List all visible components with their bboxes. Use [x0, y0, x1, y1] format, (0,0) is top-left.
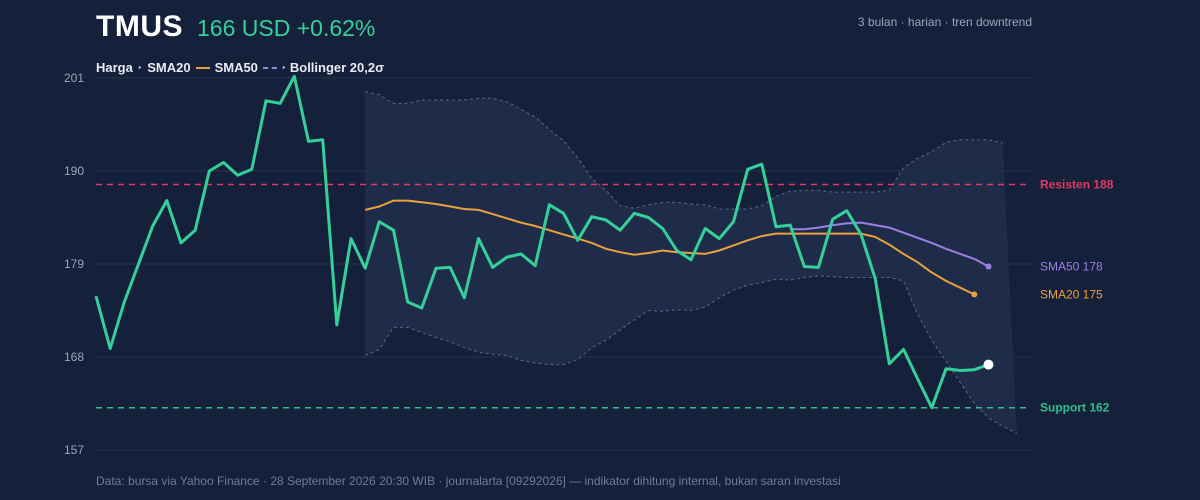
support-label: Support 162 [1040, 401, 1110, 415]
level-lines [96, 183, 1031, 409]
price-last-marker [983, 359, 994, 370]
chart-meta: 3 bulan · harian · tren downtrend [857, 15, 1032, 29]
bollinger-upper [365, 91, 1003, 210]
sma50-line [790, 221, 989, 268]
sma20-line [364, 199, 975, 296]
y-tick-label: 190 [64, 164, 84, 178]
legend-separator: · [137, 60, 143, 75]
legend-sma50: SMA50 [214, 60, 258, 75]
y-tick-label: 201 [64, 71, 84, 85]
chart-labels: Resisten 188 Support 162 SMA50 178 SMA20 17… [1040, 178, 1114, 415]
legend-sma50-swatch [262, 66, 277, 69]
bollinger-lower [365, 275, 1018, 434]
y-tick-label: 179 [64, 257, 84, 271]
sma50-end-marker [985, 263, 992, 270]
y-tick-label: 168 [64, 350, 84, 364]
chart-legend: Harga · SMA20 SMA50 · Bollinger 20,2σ [96, 60, 384, 75]
ticker-symbol: TMUS [96, 10, 183, 43]
sma20-end-marker [971, 291, 978, 298]
sma50-end-label: SMA50 178 [1040, 260, 1103, 274]
resistance-label: Resisten 188 [1040, 178, 1114, 192]
legend-sma20-swatch [195, 66, 210, 69]
price-quote: 166 USD +0.62% [197, 15, 376, 41]
chart-header: TMUS 166 USD +0.62% [96, 10, 375, 44]
footer-source: Data: bursa via Yahoo Finance · 28 Septe… [96, 474, 841, 488]
legend-sma20: SMA20 [147, 60, 191, 75]
price-line [94, 74, 990, 410]
series-lines [94, 74, 994, 410]
y-tick-label: 157 [64, 443, 84, 457]
bollinger-band [365, 91, 1018, 434]
sma20-end-label: SMA20 175 [1040, 287, 1103, 301]
legend-bollinger: · Bollinger 20,2σ [281, 60, 385, 75]
bollinger-fill [365, 91, 1017, 434]
legend-price: Harga [96, 60, 133, 75]
